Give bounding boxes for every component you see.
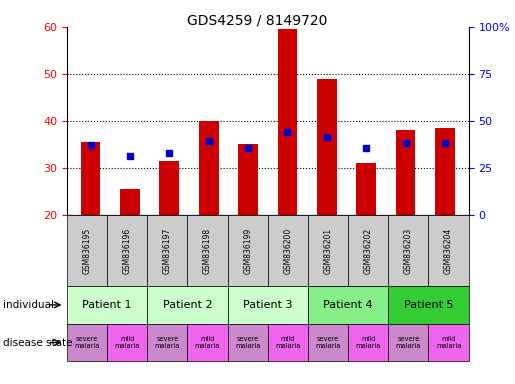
- Text: GDS4259 / 8149720: GDS4259 / 8149720: [187, 13, 328, 27]
- Bar: [356, 163, 376, 215]
- Text: Patient 4: Patient 4: [323, 300, 373, 310]
- Bar: [435, 128, 455, 215]
- Text: severe
malaria: severe malaria: [235, 336, 261, 349]
- Text: mild
malaria: mild malaria: [355, 336, 381, 349]
- Bar: [317, 79, 337, 215]
- Text: GSM836202: GSM836202: [364, 227, 373, 274]
- Text: mild
malaria: mild malaria: [275, 336, 301, 349]
- Bar: [81, 142, 100, 215]
- Text: GSM836195: GSM836195: [82, 227, 92, 274]
- Bar: [120, 189, 140, 215]
- Text: Patient 2: Patient 2: [163, 300, 212, 310]
- Text: severe
malaria: severe malaria: [74, 336, 100, 349]
- Text: severe
malaria: severe malaria: [315, 336, 341, 349]
- Text: GSM836198: GSM836198: [203, 227, 212, 274]
- Text: GSM836200: GSM836200: [283, 227, 293, 274]
- Text: severe
malaria: severe malaria: [396, 336, 421, 349]
- Text: GSM836203: GSM836203: [404, 227, 413, 274]
- Text: GSM836204: GSM836204: [444, 227, 453, 274]
- Bar: [238, 144, 258, 215]
- Text: GSM836197: GSM836197: [163, 227, 172, 274]
- Text: mild
malaria: mild malaria: [114, 336, 140, 349]
- Text: Patient 5: Patient 5: [404, 300, 453, 310]
- Text: Patient 3: Patient 3: [243, 300, 293, 310]
- Bar: [160, 161, 179, 215]
- Text: mild
malaria: mild malaria: [195, 336, 220, 349]
- Text: severe
malaria: severe malaria: [154, 336, 180, 349]
- Bar: [278, 29, 297, 215]
- Text: Patient 1: Patient 1: [82, 300, 132, 310]
- Text: GSM836201: GSM836201: [323, 227, 333, 274]
- Text: mild
malaria: mild malaria: [436, 336, 461, 349]
- Text: disease state: disease state: [3, 338, 72, 348]
- Bar: [396, 131, 416, 215]
- Text: GSM836196: GSM836196: [123, 227, 132, 274]
- Text: individual: individual: [3, 300, 54, 310]
- Text: GSM836199: GSM836199: [243, 227, 252, 274]
- Bar: [199, 121, 218, 215]
